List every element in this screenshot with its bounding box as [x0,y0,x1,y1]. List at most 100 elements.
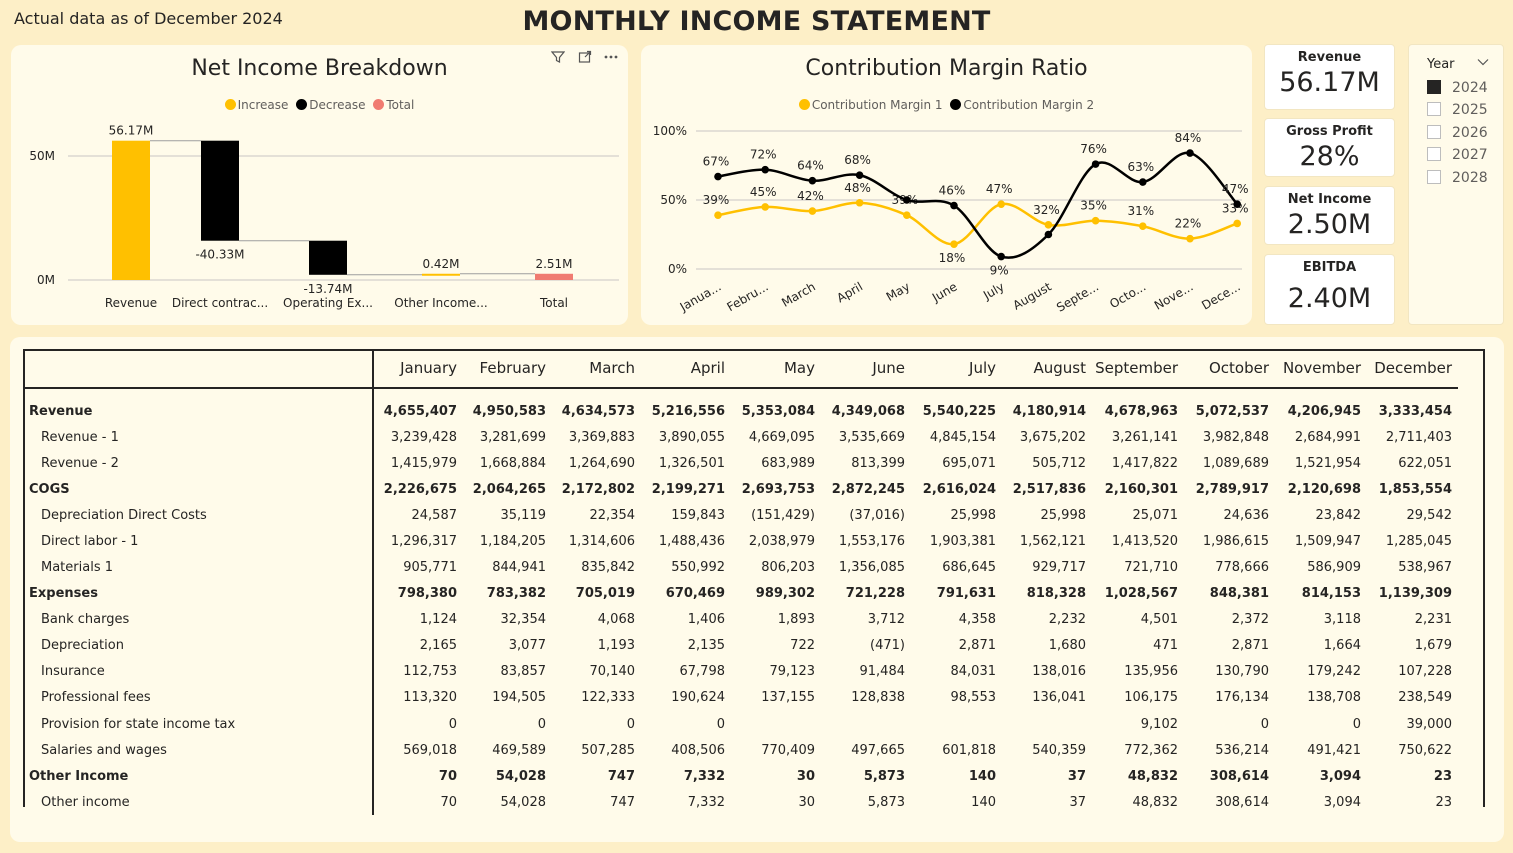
cm1-point[interactable] [1186,234,1194,243]
income-statement-matrix[interactable]: January February March April May June July Augu… [10,337,1504,842]
table-cell: 705,019 [575,586,635,602]
table-cell: 5,540,225 [922,404,996,419]
cm2-point[interactable] [1139,178,1147,186]
column-header[interactable]: November [1275,349,1367,389]
table-row[interactable]: Other income 70 54,028 747 7,332 30 5,873 140 37… [23,789,1458,816]
checkbox[interactable] [1427,170,1441,184]
table-row[interactable]: Provision for state income tax 0 0 0 0 9,102 0… [23,711,1458,738]
cm2-point[interactable] [997,252,1005,261]
x-tick-label: Dece... [1199,279,1242,312]
checkbox[interactable] [1427,102,1441,116]
table-cell: 2,199,271 [651,481,725,497]
table-row[interactable]: Salaries and wages 569,018 469,589 507,285 4… [23,737,1458,764]
checkbox[interactable] [1427,147,1441,161]
slicer-option-2028[interactable]: 2028 [1427,170,1488,186]
table-cell: 3,094 [1319,768,1361,784]
cm2-point[interactable] [714,172,722,181]
checkbox[interactable] [1427,80,1441,94]
table-row[interactable]: Professional fees 113,320 194,505 122,333 19… [23,684,1458,712]
column-header[interactable]: May [731,349,821,389]
waterfall-bar[interactable] [201,140,239,241]
waterfall-bar[interactable] [112,140,150,280]
focus-mode-icon[interactable] [574,50,596,68]
cm1-point[interactable] [761,203,769,211]
cm2-line[interactable] [717,151,1239,259]
table-row[interactable]: Bank charges 1,124 32,354 4,068 1,406 1,893 3,… [23,606,1458,633]
waterfall-bar[interactable] [535,273,573,280]
checkbox[interactable] [1427,125,1441,139]
slicer-option-2025[interactable]: 2025 [1427,102,1488,118]
kpi-net-income[interactable]: Net Income 2.50M [1264,186,1395,245]
chevron-down-icon[interactable] [1477,55,1489,69]
cm1-point[interactable] [1044,221,1053,229]
cm1-point[interactable] [950,240,958,248]
cm2-point[interactable] [1091,160,1100,168]
cm2-point[interactable] [950,201,958,210]
net-income-breakdown-card[interactable]: Net Income Breakdown Increase Decrease T… [11,45,628,325]
table-row[interactable]: Depreciation Direct Costs 24,587 35,119 22,… [23,502,1458,529]
cm1-point[interactable] [808,207,817,215]
y-tick-label: 100% [653,124,687,138]
cm1-point[interactable] [855,198,864,207]
table-row[interactable]: COGS 2,226,675 2,064,265 2,172,802 2,199,271… [23,476,1458,503]
legend-increase[interactable]: Increase [224,98,288,112]
table-row[interactable]: Depreciation 2,165 3,077 1,193 2,135 722 (471)… [23,632,1458,659]
waterfall-bar[interactable] [422,273,460,276]
cm1-data-label: 18% [939,251,966,265]
column-header[interactable]: February [463,349,552,389]
cm2-point[interactable] [1186,149,1194,157]
column-header[interactable]: July [911,349,1002,389]
waterfall-chart[interactable]: 50M 0M 56.17M Revenue -40.33M Direct contrac.… [11,45,628,325]
cm1-line[interactable] [717,201,1238,246]
filter-icon[interactable] [547,50,569,68]
table-row[interactable]: Insurance 112,753 83,857 70,140 67,798 79,123… [23,658,1458,685]
cm1-point[interactable] [1233,219,1241,228]
table-row[interactable]: Expenses 798,380 783,382 705,019 670,469 989,… [23,580,1458,607]
table-row[interactable]: Revenue - 1 3,239,428 3,281,699 3,369,883 3,… [23,424,1458,451]
table-row[interactable]: Other Income 70 54,028 747 7,332 30 5,873 140 37… [23,763,1458,790]
column-header[interactable]: April [641,349,731,389]
legend-total[interactable]: Total [373,98,414,112]
cm1-point[interactable] [714,211,722,219]
table-cell: 159,843 [671,507,725,523]
table-row[interactable]: Revenue - 2 1,415,979 1,668,884 1,264,690 1,… [23,450,1458,477]
cm-line-chart[interactable]: 100%50%0%39%45%42%48%39%18%47%32%35%31%2… [641,45,1252,325]
column-header[interactable]: January [373,349,463,389]
cm2-point[interactable] [1044,230,1053,239]
more-options-icon[interactable] [600,50,622,68]
column-header[interactable]: March [552,349,641,389]
column-header[interactable]: August [1002,349,1092,389]
slicer-option-2027[interactable]: 2027 [1427,147,1488,163]
legend-cm1[interactable]: Contribution Margin 1 [798,98,943,112]
cm2-point[interactable] [808,176,817,185]
column-header[interactable]: September [1092,349,1184,389]
year-slicer[interactable]: Year 2024 2025 2026 2027 2028 [1408,44,1504,325]
table-row[interactable]: Revenue 4,655,407 4,950,583 4,634,573 5,216,… [23,388,1458,424]
contribution-margin-card[interactable]: Contribution Margin Ratio Contribution M… [641,45,1252,325]
cm2-point[interactable] [903,196,911,204]
cm2-point[interactable] [761,165,769,174]
legend-cm2[interactable]: Contribution Margin 2 [950,98,1094,112]
table-cell: 24,636 [1223,507,1270,523]
legend-decrease[interactable]: Decrease [296,98,366,112]
kpi-revenue-value: 56.17M [1279,67,1380,98]
row-label: Revenue [23,388,374,424]
cm2-point[interactable] [855,171,864,179]
table-row[interactable]: Direct labor - 1 1,296,317 1,184,205 1,314,… [23,528,1458,555]
column-header[interactable]: October [1184,349,1275,389]
cm1-point[interactable] [903,211,911,219]
kpi-revenue[interactable]: Revenue 56.17M [1264,44,1395,110]
cm2-point[interactable] [1233,200,1241,208]
cm1-point[interactable] [997,200,1005,208]
slicer-option-2024[interactable]: 2024 [1427,80,1488,96]
column-header[interactable]: June [821,349,911,389]
slicer-option-2026[interactable]: 2026 [1427,125,1488,141]
column-header[interactable]: December [1367,349,1458,389]
cm1-point[interactable] [1139,222,1147,231]
kpi-gross-profit[interactable]: Gross Profit 28% [1264,118,1395,177]
kpi-ebitda[interactable]: EBITDA 2.40M [1264,254,1395,325]
waterfall-bar[interactable] [309,240,347,275]
table-row[interactable]: Materials 1 905,771 844,941 835,842 550,992 8… [23,554,1458,581]
page-title: MONTHLY INCOME STATEMENT [522,6,991,37]
cm1-point[interactable] [1091,216,1100,225]
